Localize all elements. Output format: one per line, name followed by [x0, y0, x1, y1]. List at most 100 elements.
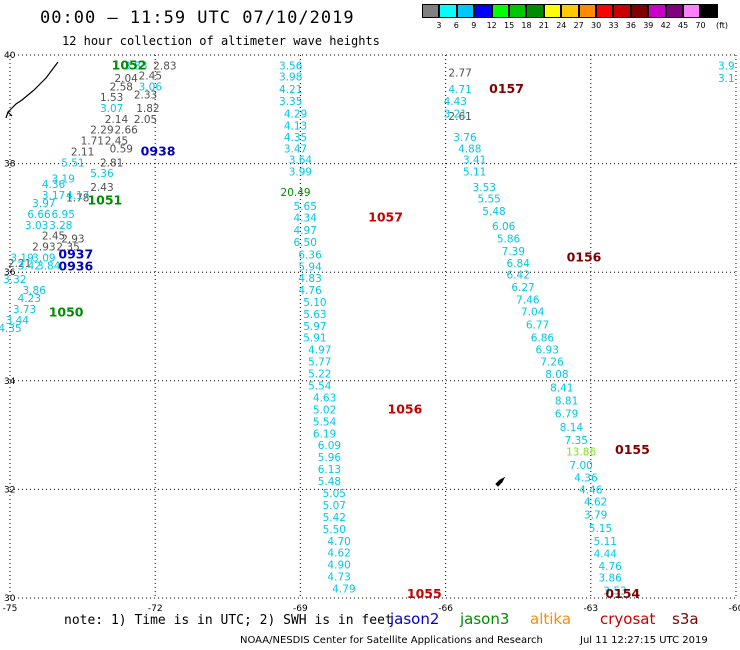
wave-height-label: 4.13 — [284, 120, 307, 132]
colorbar-label: 33 — [608, 21, 619, 30]
wave-height-label: 4.62 — [327, 548, 350, 560]
pass-time-label: 1055 — [407, 586, 442, 601]
wave-height-label: 5.63 — [303, 309, 326, 321]
pass-time-label: 0936 — [58, 259, 93, 274]
wave-height-label: 2.43 — [90, 182, 113, 194]
colorbar-swatch — [683, 4, 701, 18]
wave-height-label: 4.17 — [66, 190, 89, 202]
wave-height-label: 3.86 — [23, 285, 47, 297]
colorbar-label: 24 — [556, 21, 567, 30]
wave-height-label: 3.86 — [598, 573, 622, 585]
wave-height-label: 4.34 — [294, 213, 318, 225]
legend-jason3: jason3 — [460, 610, 510, 628]
wave-height-label: 2.83 — [153, 61, 176, 73]
pass-time-label: 0155 — [615, 442, 650, 457]
colorbar-swatch — [700, 4, 718, 18]
colorbar-label: 21 — [538, 21, 549, 30]
wave-height-label: 5.05 — [323, 488, 346, 500]
wave-height-label: 5.11 — [463, 167, 486, 179]
wave-height-label: 3.1 — [718, 73, 735, 85]
footer-timestamp: Jul 11 12:27:15 UTC 2019 — [580, 635, 708, 646]
wave-height-label: 5.36 — [90, 168, 114, 180]
wave-height-label: 5.22 — [308, 369, 331, 381]
colorbar-swatch — [630, 4, 649, 18]
chart-subtitle: 12 hour collection of altimeter wave hei… — [62, 34, 380, 48]
wave-height-label: 4.79 — [332, 584, 355, 596]
wave-height-label: 3.99 — [289, 167, 312, 179]
wave-height-label: 5.50 — [323, 524, 346, 536]
pass-time-label: 1052 — [112, 58, 147, 73]
wave-height-label: 8.81 — [555, 396, 578, 408]
wave-height-label: 8.08 — [545, 369, 568, 381]
wave-height-label: 4.88 — [458, 144, 481, 156]
wave-height-label: 4.83 — [298, 273, 321, 285]
wave-height-label: 5.55 — [477, 194, 500, 206]
colorbar-swatch — [526, 4, 544, 18]
wave-height-label: 5.10 — [303, 297, 326, 309]
colorbar-label: 15 — [504, 21, 515, 30]
wave-height-label: 5.77 — [308, 357, 331, 369]
wave-height-label: 4.76 — [298, 285, 322, 297]
wave-height-label: 2.58 — [110, 81, 133, 93]
wave-height-label: 20.49 — [281, 187, 311, 199]
legend-altika: altika — [530, 610, 572, 628]
pass-time-label: 1051 — [87, 192, 122, 207]
wave-height-label: 6.93 — [536, 345, 559, 357]
wave-height-label: 5.42 — [323, 512, 346, 524]
wave-height-label: 4.97 — [308, 345, 331, 357]
wave-height-label: 4.29 — [284, 108, 307, 120]
colorbar-label: 27 — [573, 21, 584, 30]
wave-height-label: 0.59 — [110, 144, 133, 156]
colorbar-swatch — [613, 4, 631, 18]
wave-height-label: 3.21 — [444, 108, 467, 120]
colorbar-swatch — [474, 4, 492, 18]
pass-time-label: 1056 — [388, 401, 423, 416]
wave-height-label: 5.51 — [61, 157, 84, 169]
x-tick-label: -69 — [293, 604, 308, 614]
wave-height-label: 2.04 — [114, 73, 138, 85]
wave-height-label: 5.86 — [497, 233, 521, 245]
wave-height-label: 2.81 — [100, 157, 123, 169]
colorbar-swatch — [422, 4, 440, 18]
wave-height-label: 3.42 — [18, 260, 41, 272]
wave-height-label: 4.71 — [448, 84, 471, 96]
colorbar-swatch — [596, 4, 614, 18]
colorbar-label: 18 — [521, 21, 532, 30]
wave-height-label: 3.98 — [279, 72, 302, 84]
wave-height-label: 3.73 — [13, 304, 36, 316]
colorbar-label: 6 — [453, 21, 459, 30]
wave-height-label: 5.48 — [318, 476, 341, 488]
colorbar-label: 12 — [486, 21, 497, 30]
x-tick-label: -60 — [729, 604, 740, 614]
y-tick-label: 38 — [4, 160, 16, 170]
x-tick-label: -72 — [148, 604, 163, 614]
wave-height-label: 6.09 — [318, 440, 341, 452]
wave-height-label: 6.27 — [511, 282, 534, 294]
wave-height-label: 3.56 — [279, 61, 303, 73]
colorbar-swatch — [439, 4, 457, 18]
footer-note: note: 1) Time is in UTC; 2) SWH is in fe… — [64, 613, 393, 628]
wave-height-label: 2.66 — [114, 125, 138, 137]
wave-height-label: 6.50 — [294, 237, 317, 249]
wave-height-label: 7.04 — [521, 307, 545, 319]
wave-height-label: 7.26 — [540, 357, 564, 369]
wave-height-label: 3.19 — [10, 252, 33, 264]
wave-height-label: 6.42 — [507, 270, 530, 282]
colorbar-label: 70 — [695, 21, 706, 30]
wave-height-label: 5.97 — [303, 321, 326, 333]
wave-height-label: 5.91 — [303, 333, 326, 345]
wave-height-label: 2.14 — [105, 114, 129, 126]
colorbar-swatch — [665, 4, 683, 18]
wave-height-label: 4.36 — [42, 179, 66, 191]
wave-height-label: 4.35 — [0, 323, 22, 335]
wave-height-label: 3.32 — [3, 274, 26, 286]
wave-height-label: 4.46 — [579, 485, 603, 497]
wave-height-label: 3.53 — [473, 182, 496, 194]
colorbar-swatch — [578, 4, 596, 18]
wave-height-label: 2.61 — [448, 111, 471, 123]
wave-height-label: 2.33 — [134, 89, 157, 101]
wave-height-label: 2.35 — [56, 241, 79, 253]
footer-credit: NOAA/NESDIS Center for Satellite Applica… — [240, 635, 543, 646]
colorbar-swatch — [509, 4, 527, 18]
